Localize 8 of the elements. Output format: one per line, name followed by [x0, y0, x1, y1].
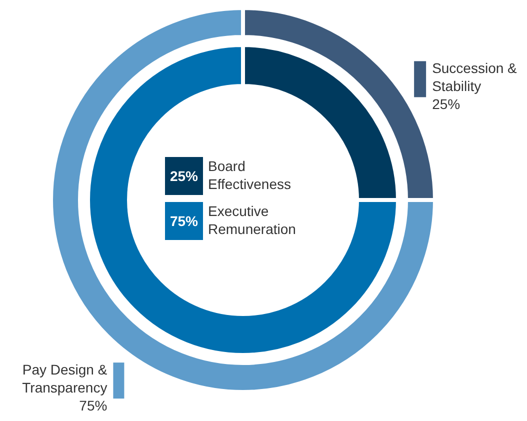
- slice-label: Board Effectiveness: [208, 158, 292, 192]
- data-label: 75%: [170, 213, 199, 229]
- slice-label: Executive Remuneration: [208, 203, 296, 237]
- slice-label: Pay Design & Transparency: [22, 362, 108, 396]
- data-label: 75%: [79, 398, 108, 414]
- slice-label: Succession & Stability: [432, 60, 518, 94]
- data-label: 25%: [170, 168, 199, 184]
- data-label: 25%: [432, 96, 460, 112]
